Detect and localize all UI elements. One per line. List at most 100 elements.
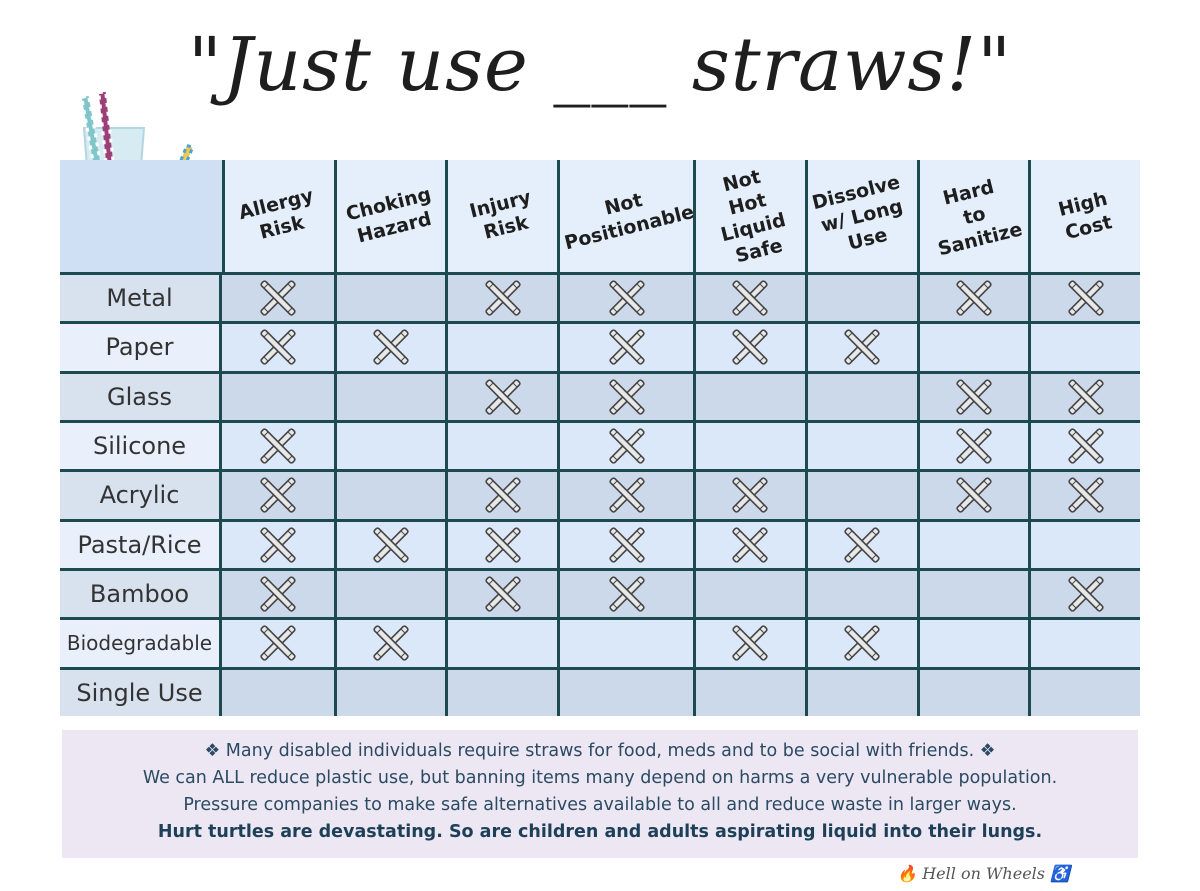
table-cell-marked bbox=[916, 370, 1029, 420]
table-cell-marked bbox=[222, 419, 334, 470]
table-cell-marked bbox=[693, 617, 805, 667]
crossed-straws-icon bbox=[844, 625, 880, 662]
crossed-straws-icon bbox=[260, 625, 296, 662]
table-cell bbox=[1028, 666, 1140, 716]
crossed-straws-icon bbox=[608, 576, 645, 612]
table-cell-marked bbox=[693, 321, 805, 371]
table-cell-marked bbox=[445, 370, 558, 420]
table-cell bbox=[333, 370, 446, 420]
column-header: Injury Risk bbox=[445, 160, 558, 272]
crossed-straws-icon bbox=[956, 379, 992, 415]
crossed-straws-icon bbox=[956, 280, 992, 316]
crossed-straws-icon bbox=[485, 477, 521, 514]
table-cell-marked bbox=[445, 469, 558, 519]
table-cell bbox=[333, 419, 446, 470]
table-cell-marked bbox=[1028, 469, 1140, 519]
table-cell bbox=[693, 370, 805, 420]
table-cell bbox=[1028, 321, 1140, 371]
table-cell-marked bbox=[557, 370, 694, 420]
table-cell-marked bbox=[222, 272, 334, 322]
table-cell bbox=[333, 666, 446, 716]
footer-line-3: Pressure companies to make safe alternat… bbox=[183, 795, 1017, 815]
table-cell-marked bbox=[222, 518, 334, 568]
crossed-straws-icon bbox=[956, 428, 992, 464]
straw-comparison-table: Allergy Risk Choking Hazard Injury Risk Not… bbox=[60, 160, 1140, 716]
table-cell-marked bbox=[1028, 272, 1140, 322]
crossed-straws-icon bbox=[732, 527, 769, 563]
table-cell-marked bbox=[557, 518, 694, 568]
table-cell bbox=[333, 567, 446, 618]
table-cell-marked bbox=[333, 518, 446, 568]
table-cell-marked bbox=[1028, 567, 1140, 618]
table-cell bbox=[445, 666, 558, 716]
table-cell-marked bbox=[222, 617, 334, 667]
crossed-straws-icon bbox=[1067, 428, 1104, 464]
footer-line-4: Hurt turtles are devastating. So are chi… bbox=[157, 822, 1043, 842]
column-header-label: Injury Risk bbox=[467, 186, 533, 244]
table-cell bbox=[693, 567, 805, 618]
table-cell-marked bbox=[804, 321, 917, 371]
table-cell-marked bbox=[222, 567, 334, 618]
table-cell bbox=[804, 272, 917, 322]
table-cell bbox=[804, 419, 917, 470]
crossed-straws-icon bbox=[732, 329, 769, 366]
table-cell-marked bbox=[222, 469, 334, 519]
table-cell-marked bbox=[693, 469, 805, 519]
table-cell-marked bbox=[557, 567, 694, 618]
column-header: Allergy Risk bbox=[222, 160, 334, 272]
table-cell-marked bbox=[557, 321, 694, 371]
table-cell-marked bbox=[693, 272, 805, 322]
table-cell bbox=[693, 666, 805, 716]
table-cell bbox=[804, 469, 917, 519]
table-cell bbox=[222, 370, 334, 420]
row-header: Acrylic bbox=[60, 469, 222, 519]
crossed-straws-icon bbox=[956, 477, 992, 514]
table-cell-marked bbox=[333, 321, 446, 371]
table-cell-marked bbox=[916, 272, 1029, 322]
table-cell bbox=[916, 666, 1029, 716]
crossed-straws-icon bbox=[608, 280, 645, 316]
table-cell bbox=[916, 617, 1029, 667]
table-cell-marked bbox=[445, 567, 558, 618]
table-cell-marked bbox=[916, 469, 1029, 519]
crossed-straws-icon bbox=[260, 329, 296, 366]
column-header-label: Not Hot Liquid Safe bbox=[718, 165, 788, 268]
column-header-label: Dissolve w/ Long Use bbox=[810, 171, 906, 255]
crossed-straws-icon bbox=[608, 428, 645, 464]
crossed-straws-icon bbox=[608, 329, 645, 366]
column-header: High Cost bbox=[1028, 160, 1140, 272]
crossed-straws-icon bbox=[260, 527, 296, 563]
column-header: Dissolve w/ Long Use bbox=[804, 160, 917, 272]
row-header: Paper bbox=[60, 321, 222, 371]
footer-line-1: ❖ Many disabled individuals require stra… bbox=[204, 741, 996, 761]
table-cell bbox=[222, 666, 334, 716]
table-cell bbox=[916, 518, 1029, 568]
crossed-straws-icon bbox=[260, 477, 296, 514]
table-cell-marked bbox=[1028, 370, 1140, 420]
table-cell bbox=[916, 321, 1029, 371]
table-cell-marked bbox=[445, 272, 558, 322]
crossed-straws-icon bbox=[732, 280, 769, 316]
table-cell bbox=[693, 419, 805, 470]
crossed-straws-icon bbox=[844, 329, 880, 366]
row-header: Metal bbox=[60, 272, 222, 322]
table-cell bbox=[333, 272, 446, 322]
crossed-straws-icon bbox=[1067, 576, 1104, 612]
table-cell bbox=[445, 419, 558, 470]
table-cell-marked bbox=[693, 518, 805, 568]
crossed-straws-icon bbox=[260, 280, 296, 316]
crossed-straws-icon bbox=[373, 527, 409, 563]
crossed-straws-icon bbox=[732, 477, 769, 514]
table-cell bbox=[1028, 518, 1140, 568]
column-header-label: Not Positionable bbox=[562, 189, 697, 255]
crossed-straws-icon bbox=[608, 379, 645, 415]
column-header: Hard to Sanitize bbox=[916, 160, 1029, 272]
table-cell-marked bbox=[557, 272, 694, 322]
crossed-straws-icon bbox=[608, 477, 645, 514]
table-cell-marked bbox=[804, 617, 917, 667]
crossed-straws-icon bbox=[373, 625, 409, 662]
table-cell bbox=[445, 617, 558, 667]
crossed-straws-icon bbox=[485, 379, 521, 415]
table-cell-marked bbox=[333, 617, 446, 667]
crossed-straws-icon bbox=[1067, 477, 1104, 514]
